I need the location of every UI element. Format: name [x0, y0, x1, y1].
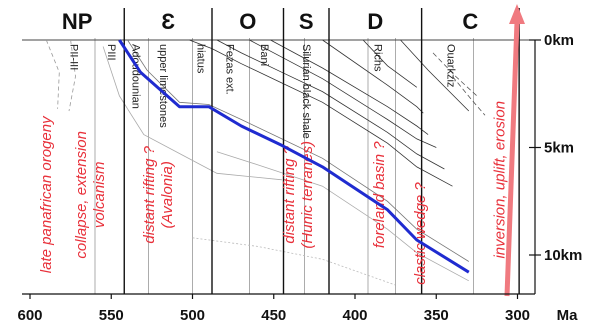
unit-label: Silurian black shale — [300, 44, 312, 139]
period-label: S — [299, 9, 314, 34]
x-tick-label: 400 — [342, 307, 367, 324]
event-label-line: clastic wedge ? — [412, 182, 429, 285]
unit-label: Adoudounian — [129, 44, 141, 109]
period-label: C — [462, 9, 478, 34]
unit-label: upper limestones — [157, 44, 169, 128]
event-label-line: (Hunic terranes) — [299, 141, 316, 249]
stratum-line — [322, 39, 424, 114]
burial-curve-line — [118, 39, 470, 274]
event-label: distant rifting ?(Hunic terranes) — [281, 141, 316, 249]
tectonic-events: late panafrican orogeny collapse, extensi… — [38, 101, 508, 285]
stratum-line — [102, 46, 282, 181]
period-label: NP — [62, 9, 93, 34]
event-label-line: inversion, uplift, erosion — [492, 101, 509, 259]
period-label: Ɛ — [161, 9, 175, 34]
event-label-line: (Avalonia) — [159, 161, 176, 228]
unit-label: Fezas ext. — [224, 44, 236, 95]
x-axis-unit: Ma — [557, 307, 578, 324]
stratum-line — [216, 39, 445, 170]
event-label: foreland basin ? — [371, 141, 388, 248]
stratum-line — [216, 151, 469, 282]
event-label-line: distant rifting ? — [141, 145, 158, 243]
stratum-line — [249, 39, 437, 148]
stratum-line — [400, 39, 470, 112]
x-tick-label: 600 — [17, 307, 42, 324]
strata-lines — [45, 39, 486, 286]
unit-labels: PII-III PIII Adoudounian upper limestones hi… — [68, 44, 457, 139]
uplift-arrow-shaft — [504, 21, 520, 297]
x-tick-label: 450 — [261, 307, 286, 324]
depth-tick-label: 10km — [544, 247, 582, 264]
event-label: late panafrican orogeny — [38, 115, 55, 273]
stratum-line — [270, 39, 429, 135]
depth-tick-label: 0km — [544, 32, 574, 49]
event-label-line: foreland basin ? — [371, 141, 388, 248]
unit-label: hiatus — [194, 44, 206, 74]
unit-label: PII-III — [68, 44, 80, 70]
unit-label: Bani — [258, 44, 270, 66]
x-tick-label: 500 — [180, 307, 205, 324]
uplift-arrow — [504, 4, 525, 297]
event-label-line: late panafrican orogeny — [38, 115, 55, 273]
unit-label: Richs — [372, 44, 384, 72]
stratum-line — [127, 39, 470, 262]
period-boundaries — [123, 8, 520, 294]
stratum-line — [192, 237, 396, 286]
axes: 600 550 500 450 400 350 300 Ma 0km 5km 10km — [17, 32, 582, 324]
burial-curve — [118, 39, 470, 274]
event-label-line: collapse, extension — [73, 131, 90, 259]
x-tick-label: 350 — [424, 307, 449, 324]
unit-label: Ouarkziz — [445, 44, 457, 87]
stratum-line — [68, 39, 76, 112]
stratum-line — [189, 39, 453, 187]
period-label: O — [239, 9, 256, 34]
event-label-line: distant rifting ? — [281, 145, 298, 243]
event-label: distant rifting ?(Avalonia) — [141, 145, 176, 243]
unit-label: PIII — [105, 44, 117, 61]
x-tick-label: 300 — [505, 307, 530, 324]
event-label: clastic wedge ? — [412, 182, 429, 285]
depth-tick-label: 5km — [544, 140, 574, 157]
stratum-line — [45, 39, 60, 109]
event-label: collapse, extensionvolcanism — [73, 131, 108, 259]
period-header: NP Ɛ O S D C — [62, 9, 479, 34]
event-label-line: volcanism — [91, 161, 108, 228]
stratum-line — [452, 76, 486, 116]
uplift-arrow-head — [509, 4, 525, 24]
period-label: D — [367, 9, 383, 34]
stratum-line — [362, 39, 418, 88]
stratum-line — [432, 52, 478, 97]
x-tick-label: 550 — [99, 307, 124, 324]
event-label: inversion, uplift, erosion — [492, 101, 509, 259]
